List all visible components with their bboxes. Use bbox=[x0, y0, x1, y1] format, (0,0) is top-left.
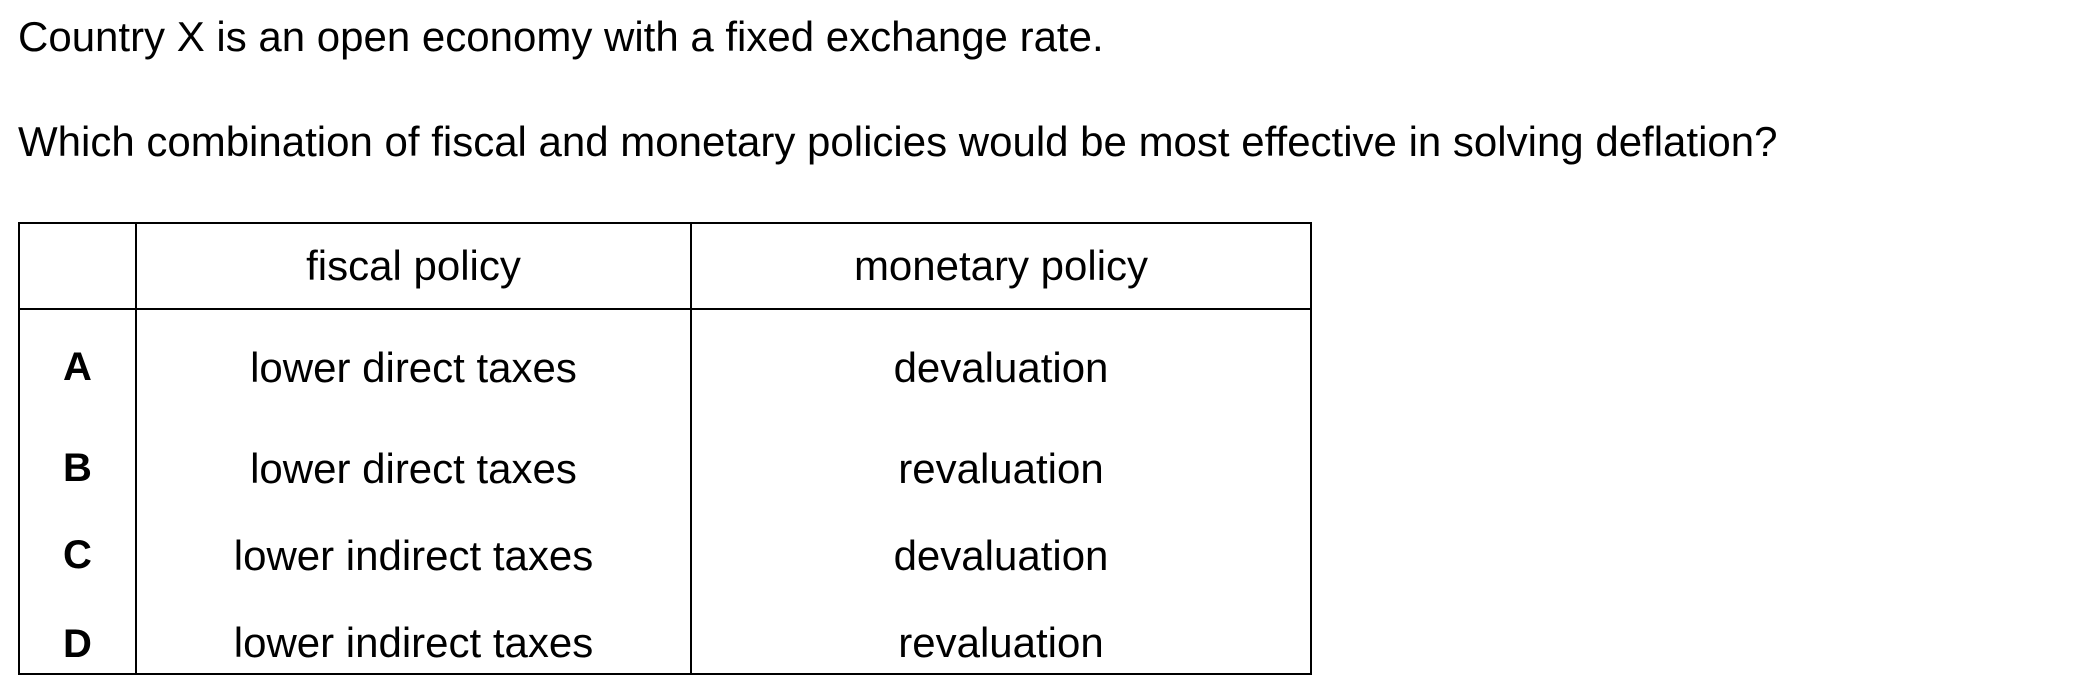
option-fiscal-policy: lower indirect taxes bbox=[136, 599, 692, 674]
header-monetary-policy: monetary policy bbox=[691, 223, 1311, 310]
option-fiscal-policy: lower direct taxes bbox=[136, 425, 692, 512]
header-fiscal-policy: fiscal policy bbox=[136, 223, 692, 310]
option-monetary-policy: devaluation bbox=[893, 531, 1109, 579]
question-stem-line-1: Country X is an open economy with a fixe… bbox=[18, 13, 1104, 60]
table-row: C lower indirect taxes devaluation bbox=[19, 512, 1311, 599]
options-table: fiscal policy monetary policy A lower di… bbox=[18, 222, 1312, 675]
question-stem-line-2: Which combination of fiscal and monetary… bbox=[18, 118, 1778, 165]
option-monetary-policy: revaluation bbox=[898, 444, 1104, 492]
header-key bbox=[19, 223, 137, 310]
option-monetary-policy: revaluation bbox=[898, 619, 1104, 666]
option-key: D bbox=[19, 599, 137, 674]
table-row: D lower indirect taxes revaluation bbox=[19, 599, 1311, 674]
table-header-row: fiscal policy monetary policy bbox=[19, 223, 1311, 310]
option-fiscal-policy: lower indirect taxes bbox=[136, 512, 692, 599]
option-monetary-policy: devaluation bbox=[893, 343, 1109, 391]
table-row: A lower direct taxes devaluation bbox=[19, 309, 1311, 425]
option-key: A bbox=[19, 309, 137, 425]
option-key: C bbox=[19, 512, 137, 599]
option-fiscal-policy: lower direct taxes bbox=[136, 309, 692, 425]
option-key: B bbox=[19, 425, 137, 512]
table-row: B lower direct taxes revaluation bbox=[19, 425, 1311, 512]
